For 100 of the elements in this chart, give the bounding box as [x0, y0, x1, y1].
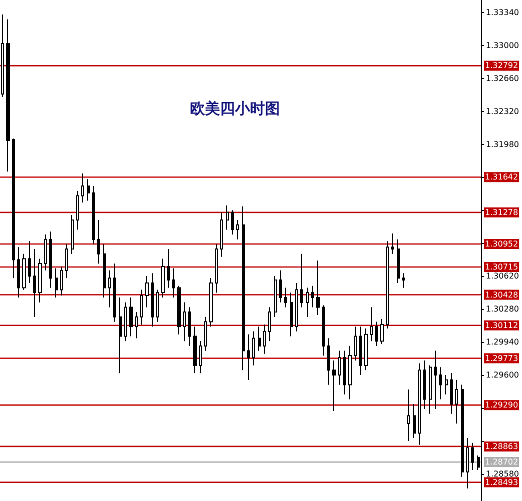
ref-line-label: 1.30952: [485, 240, 518, 249]
candlestick: [268, 306, 271, 342]
candlestick: [49, 231, 52, 288]
candlestick: [167, 248, 170, 288]
candlestick: [44, 234, 47, 271]
candlestick: [397, 238, 400, 284]
candlestick: [316, 260, 320, 316]
y-tick-label: 1.30280: [486, 304, 520, 314]
candlestick: [402, 272, 405, 288]
candlestick: [322, 304, 325, 356]
candlestick: [65, 244, 68, 279]
candlestick: [215, 244, 218, 294]
candlestick: [423, 360, 426, 410]
candlestick: [6, 18, 10, 172]
ref-line-label: 1.31278: [485, 208, 518, 217]
candlestick: [290, 292, 293, 337]
candlestick: [199, 340, 202, 374]
candlestick: [263, 324, 266, 354]
candlestick: [461, 384, 464, 478]
ref-line-label: 1.28493: [485, 478, 518, 487]
candlestick: [129, 297, 133, 337]
candlestick: [348, 345, 352, 400]
candlestick: [204, 316, 207, 352]
candlestick: [231, 210, 234, 236]
y-tick-label: 1.33000: [486, 41, 520, 50]
candlestick: [306, 287, 309, 318]
candlestick: [220, 212, 223, 258]
y-tick-label: 1.30620: [486, 272, 520, 281]
candlestick: [135, 312, 138, 339]
candlestick: [113, 263, 116, 322]
y-tick-label: 1.29940: [486, 338, 520, 347]
candlestick: [445, 374, 448, 395]
ref-line-label: 1.31642: [485, 172, 518, 182]
candlestick: [332, 360, 336, 412]
y-tick-label: 1.31980: [486, 140, 520, 149]
candlestick: [343, 350, 346, 395]
candlestick: [145, 276, 149, 308]
candlestick: [183, 302, 186, 342]
ref-line-label: 1.29290: [485, 400, 518, 410]
candlestick: [193, 326, 197, 374]
ref-line-label: 1.29773: [485, 354, 518, 363]
candlestick: [370, 306, 373, 342]
candlestick: [177, 285, 181, 335]
y-tick-label: 1.29600: [486, 370, 520, 380]
candlestick: [38, 258, 42, 303]
candlestick: [151, 272, 154, 328]
candlestick: [327, 338, 330, 386]
candlestick: [188, 306, 191, 346]
candlestick: [140, 289, 143, 326]
candlestick: [28, 240, 31, 284]
candlestick: [161, 258, 165, 298]
y-tick-label: 1.28580: [486, 469, 520, 478]
candlestick: [81, 172, 84, 204]
candlestick: [60, 266, 63, 296]
candlestick: [97, 219, 100, 264]
candlestick: [76, 190, 79, 230]
candlestick: [242, 206, 245, 371]
candlestick: [375, 321, 378, 346]
candlestick: [434, 350, 437, 410]
candlestick: [407, 389, 410, 442]
ref-line-label: 1.30428: [485, 290, 518, 300]
candlestick: [429, 364, 432, 414]
candlestick: [33, 248, 36, 318]
candlestick: [274, 276, 277, 318]
candlestick: [455, 379, 458, 424]
candlestick: [172, 268, 175, 298]
candlestick: [22, 253, 26, 290]
candlestick: [252, 330, 255, 366]
text: 欧美四小时图: [190, 100, 280, 118]
candlestick: [471, 442, 474, 470]
candlestick: [391, 233, 394, 254]
candlestick: [354, 326, 357, 361]
candlestick: [17, 246, 20, 298]
candlestick: [413, 404, 416, 439]
y-tick-label: 1.32660: [486, 74, 520, 83]
candlestick: [295, 282, 298, 332]
candlestick: [119, 297, 122, 374]
candlestick: [236, 219, 239, 240]
candlestick: [103, 244, 106, 298]
candlestick: [364, 328, 368, 371]
y-tick-label: 1.33340: [486, 8, 520, 18]
y-tick-label: 1.32320: [486, 106, 520, 116]
candlestick: [284, 287, 287, 308]
candlestick: [466, 438, 469, 489]
candlestick: [338, 350, 341, 386]
candlestick: [92, 186, 95, 245]
candlestick: [209, 278, 213, 328]
candlestick: [258, 326, 261, 352]
candlestick: [156, 289, 159, 322]
candlestick: [418, 362, 421, 446]
candlestick: [12, 138, 15, 279]
candlestick: [439, 366, 442, 400]
candlestick: [279, 270, 282, 303]
candlestick: [311, 285, 314, 308]
ref-line-label: 1.30112: [485, 320, 518, 330]
ref-line-label: 1.28863: [485, 442, 518, 451]
candlestick: [450, 372, 453, 414]
ref-line-label: 1.28702: [485, 458, 518, 467]
candlestick: [226, 204, 229, 230]
candlestick: [71, 214, 74, 254]
